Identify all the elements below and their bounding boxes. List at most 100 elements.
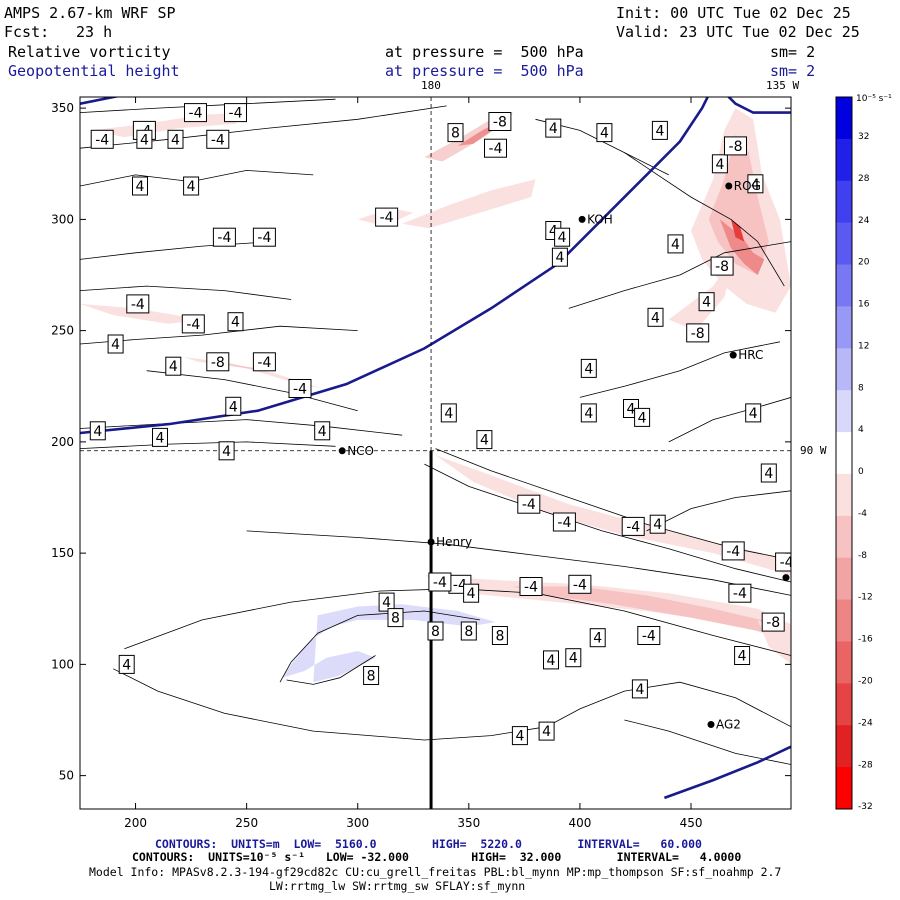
vorticity-contour-line bbox=[579, 341, 780, 398]
contour-label: -8 bbox=[686, 323, 710, 343]
contour-label-box bbox=[724, 136, 747, 156]
contour-label: -8 bbox=[206, 352, 230, 372]
contour-label: 8 bbox=[460, 621, 477, 641]
contour-label: 4 bbox=[183, 176, 200, 196]
contour-label-text: -4 bbox=[780, 555, 794, 571]
contour-label-text: 4 bbox=[671, 237, 680, 253]
contour-label-box bbox=[484, 138, 507, 158]
contour-label-text: -4 bbox=[217, 230, 231, 246]
y-tick-label: 100 bbox=[51, 657, 74, 671]
colorbar-tick-label: -16 bbox=[858, 635, 873, 645]
vorticity-fill-region bbox=[80, 303, 203, 324]
contour-label-text: -4 bbox=[489, 141, 503, 157]
contour-label-box bbox=[463, 583, 480, 603]
contour-label-box bbox=[589, 628, 606, 648]
colorbar-frame bbox=[835, 96, 853, 810]
forecast-label: Fcst: bbox=[4, 23, 50, 41]
contour-label-text: -8 bbox=[766, 615, 780, 631]
contour-label: -4 bbox=[126, 294, 150, 314]
contour-label-box bbox=[132, 176, 148, 196]
colorbar-swatch bbox=[836, 97, 852, 140]
contour-label-text: 4 bbox=[635, 682, 644, 698]
colorbar-swatch bbox=[836, 432, 852, 475]
contour-label: 4 bbox=[580, 358, 597, 378]
contour-label-text: 4 bbox=[318, 424, 327, 440]
contour-label-text: 4 bbox=[93, 424, 102, 440]
contour-label-box bbox=[761, 612, 785, 632]
contour-label: 8 bbox=[447, 123, 464, 143]
vorticity-contour-line bbox=[646, 490, 791, 532]
colorbar-tick-label: 28 bbox=[858, 174, 870, 184]
contour-label: -4 bbox=[252, 352, 276, 372]
vorticity-contour-line bbox=[80, 241, 274, 260]
field2-name: Geopotential height bbox=[8, 62, 180, 80]
contour-label-box bbox=[476, 430, 493, 450]
colorbar-swatch bbox=[836, 515, 852, 559]
contour-label-text: 4 bbox=[569, 651, 578, 667]
contour-label-box bbox=[227, 312, 244, 332]
contour-label-box bbox=[686, 323, 710, 343]
contour-label: -4 bbox=[568, 574, 592, 594]
contour-label-box bbox=[728, 583, 752, 603]
contour-label-text: 4 bbox=[515, 729, 524, 745]
contour-label-box bbox=[710, 256, 734, 276]
contour-label: -4 bbox=[428, 572, 452, 592]
contour-label-box bbox=[634, 407, 651, 427]
edge-marker-dot bbox=[782, 574, 790, 582]
contour-label: 4 bbox=[107, 334, 124, 354]
model-info-physics: LW:rrtmg_lw SW:rrtmg_sw SFLAY:sf_mynn bbox=[269, 879, 526, 893]
model-title: AMPS 2.67-km WRF SP bbox=[4, 4, 176, 22]
colorbar-swatch bbox=[836, 683, 852, 726]
contour-label: 4 bbox=[631, 679, 648, 699]
contour-label-text: 4 bbox=[638, 410, 647, 426]
station-name: KOH bbox=[587, 212, 613, 226]
station-dot bbox=[707, 721, 715, 728]
contour-label-box bbox=[517, 494, 541, 514]
station-name: HRC bbox=[738, 348, 763, 362]
contour-label: 4 bbox=[747, 174, 764, 194]
vorticity-contour-line bbox=[80, 441, 336, 449]
contour-label: 4 bbox=[118, 654, 135, 674]
contour-label: 4 bbox=[554, 227, 571, 247]
contour-label-text: -4 bbox=[733, 586, 747, 602]
contour-label-box bbox=[183, 176, 200, 196]
contour-label-text: 4 bbox=[229, 399, 238, 415]
station-koh: KOH bbox=[578, 212, 613, 226]
contour-label-box bbox=[89, 421, 106, 441]
x-tick-label: 200 bbox=[124, 816, 147, 830]
colorbar-swatch bbox=[836, 222, 852, 265]
contour-label-box bbox=[545, 118, 562, 138]
vorticity-contour-line bbox=[80, 285, 292, 300]
station-dot bbox=[338, 447, 346, 455]
contour-label-box bbox=[167, 129, 184, 149]
lon-label-180: 180 bbox=[421, 79, 441, 92]
contour-label-text: 4 bbox=[382, 595, 391, 611]
station-name: ROG bbox=[734, 179, 761, 193]
contour-label: 4 bbox=[225, 396, 242, 416]
contour-label: 4 bbox=[227, 312, 244, 332]
lon-label-90w: 90 W bbox=[800, 444, 827, 457]
contour-label: 4 bbox=[545, 118, 562, 138]
vorticity-contour-line bbox=[146, 370, 358, 412]
contour-label: -4 bbox=[212, 227, 236, 247]
contour-label: -4 bbox=[184, 103, 207, 123]
contour-label-text: 4 bbox=[231, 315, 240, 331]
contour-label-text: 4 bbox=[156, 430, 165, 446]
contour-label: 4 bbox=[511, 726, 528, 746]
contour-label: 4 bbox=[647, 307, 664, 327]
colorbar-swatch bbox=[836, 725, 852, 768]
contour-label-box bbox=[252, 227, 276, 247]
contour-label-box bbox=[637, 626, 661, 645]
contour-label-text: 4 bbox=[122, 657, 131, 673]
contour-label-text: -4 bbox=[131, 297, 145, 313]
contour-label: 4 bbox=[580, 403, 597, 423]
field1-level: at pressure = 500 hPa bbox=[385, 43, 584, 61]
station-dot bbox=[578, 215, 586, 223]
colorbar-tick-label: -12 bbox=[858, 593, 873, 603]
contour-label-text: 4 bbox=[593, 631, 602, 647]
contour-label: -4 bbox=[375, 207, 399, 227]
contour-label-text: 4 bbox=[549, 224, 558, 240]
contour-label-text: 4 bbox=[111, 337, 120, 353]
colorbar-tick-label: 0 bbox=[858, 467, 864, 477]
contour-label: 4 bbox=[440, 403, 457, 423]
